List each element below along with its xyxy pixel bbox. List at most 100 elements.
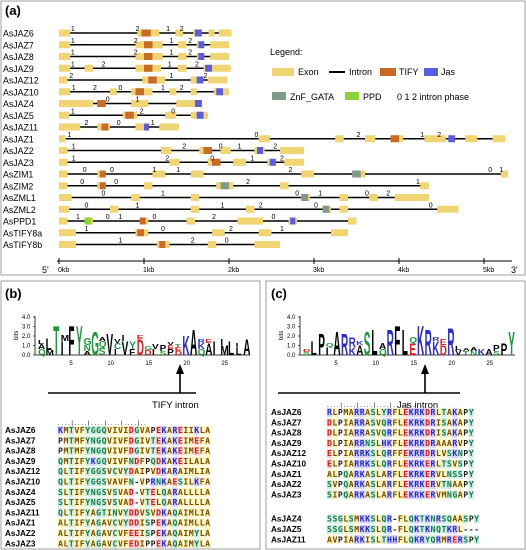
residue: Q xyxy=(102,456,107,466)
residue-bg xyxy=(166,425,173,435)
residue-bg xyxy=(188,518,194,528)
legend-jas-swatch xyxy=(424,68,438,76)
residue: F xyxy=(398,448,403,458)
residue: I xyxy=(74,507,79,517)
residue-bg xyxy=(112,528,118,538)
residue-bg xyxy=(74,487,80,497)
jas-domain xyxy=(205,64,212,72)
residue-bg xyxy=(343,407,349,417)
gene-name: AsJAZ7 xyxy=(3,40,34,50)
residue: G xyxy=(96,538,101,548)
residue-bg xyxy=(386,514,393,524)
residue: L xyxy=(398,489,403,499)
gene-name: AsZIM1 xyxy=(3,170,33,180)
residue-bg xyxy=(74,456,80,466)
residue: K xyxy=(172,446,177,456)
residue-bg xyxy=(457,514,463,524)
residue: I xyxy=(113,435,118,445)
residue: E xyxy=(425,459,430,469)
residue-bg xyxy=(123,487,129,497)
logo-letter: A xyxy=(99,336,106,342)
residue: R xyxy=(414,417,419,427)
residue-bg xyxy=(112,539,118,549)
residue-bg xyxy=(172,446,178,456)
residue-bg xyxy=(370,524,376,534)
residue-bg xyxy=(117,446,124,456)
logo-letter: V xyxy=(106,327,113,362)
intron-arrow-head xyxy=(176,364,184,374)
alignment-gene-name: AsJAZ11 xyxy=(271,535,306,544)
residue: N xyxy=(91,487,96,497)
residue-bg xyxy=(172,456,178,466)
residue-bg xyxy=(172,477,178,487)
logo-x-tick-label: 20 xyxy=(448,361,455,367)
residue: L xyxy=(376,469,381,479)
residue: R xyxy=(414,469,419,479)
residue-bg xyxy=(370,514,376,524)
residue-bg xyxy=(381,418,387,428)
residue-bg xyxy=(139,477,145,487)
alignment-row: AsJAZ11 A V P I A R K I S L T H H F L Q K R Y Q R M R E R S P Y xyxy=(271,534,480,544)
residue: I xyxy=(140,446,145,456)
residue: F xyxy=(80,446,85,456)
residue-bg xyxy=(63,528,69,538)
residue-bg xyxy=(375,449,382,458)
residue: A xyxy=(194,456,199,466)
residue-bg xyxy=(101,425,107,435)
residue-bg xyxy=(68,497,75,507)
residue: K xyxy=(360,479,365,489)
residue-bg xyxy=(419,418,425,428)
residue: F xyxy=(392,417,397,427)
residue: K xyxy=(162,507,167,517)
intron-phase: 1 xyxy=(170,73,174,80)
logo-letter: T xyxy=(175,343,182,348)
residue: N xyxy=(431,524,436,534)
residue: V xyxy=(145,446,150,456)
residue-bg xyxy=(381,449,387,458)
residue-bg xyxy=(101,456,107,466)
residue: I xyxy=(343,438,348,448)
intron-phase: 1 xyxy=(85,226,89,233)
residue-bg xyxy=(106,436,113,446)
residue-bg xyxy=(128,456,134,466)
residue-bg xyxy=(79,528,85,538)
residue: L xyxy=(403,524,408,534)
exon-box xyxy=(218,29,232,37)
residue: R xyxy=(436,534,441,544)
residue-bg xyxy=(457,479,463,489)
residue: F xyxy=(80,477,85,487)
residue: A xyxy=(167,487,172,497)
residue-bg xyxy=(397,449,403,458)
residue-bg xyxy=(106,446,113,456)
exon-box xyxy=(144,182,153,190)
residue-bg xyxy=(193,446,200,456)
exon-box xyxy=(331,229,348,237)
logo-letter: D xyxy=(137,334,144,360)
residue-bg xyxy=(375,524,382,534)
residue-bg xyxy=(364,449,371,458)
residue-bg xyxy=(381,524,387,534)
residue-bg xyxy=(150,497,156,507)
residue: A xyxy=(458,407,463,417)
exon-box xyxy=(365,135,376,143)
residue-bg xyxy=(161,497,167,507)
residue: E xyxy=(194,446,199,456)
residue: A xyxy=(205,497,210,507)
residue: E xyxy=(403,469,408,479)
residue: S xyxy=(145,528,150,538)
residue: S xyxy=(349,514,354,524)
residue: G xyxy=(134,446,139,456)
residue-bg xyxy=(84,456,91,466)
residue-bg xyxy=(68,477,75,487)
residue: I xyxy=(200,466,205,476)
residue: V xyxy=(140,477,145,487)
residue: Q xyxy=(382,417,387,427)
residue-bg xyxy=(57,497,64,507)
residue: Y xyxy=(85,497,90,507)
residue-bg xyxy=(386,459,393,469)
logo-letter: R xyxy=(387,322,394,363)
gene-row: AsZIM1 0 0 1 1 2 0 1 xyxy=(3,167,508,180)
residue: L xyxy=(332,469,337,479)
residue: Q xyxy=(102,435,107,445)
logo-y-tick-label: 1.0 xyxy=(287,344,296,350)
